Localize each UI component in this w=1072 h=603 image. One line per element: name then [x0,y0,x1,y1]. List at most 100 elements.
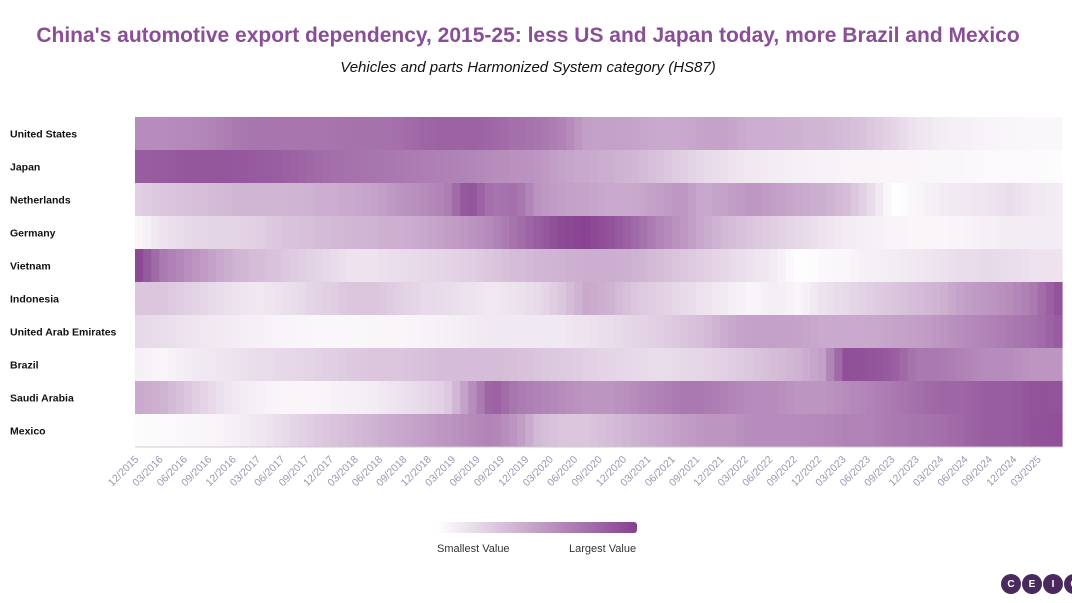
heatmap-cell [1053,381,1063,414]
heatmap-cell [679,117,689,150]
heatmap-cell [1005,381,1014,414]
heatmap-cell [265,150,274,183]
heatmap-cell [850,315,860,348]
heatmap-cell [826,150,835,183]
heatmap-cell [216,348,226,381]
heatmap-cell [248,315,258,348]
heatmap-cell [826,183,835,216]
heatmap-cell [191,150,201,183]
heatmap-cell [191,315,201,348]
heatmap-cell [411,249,421,282]
heatmap-cell [679,414,689,447]
heatmap-cell [476,216,486,249]
heatmap-cell [517,315,526,348]
heatmap-cell [435,216,445,249]
heatmap-cell [720,414,730,447]
heatmap-cell [468,117,478,150]
heatmap-cell [866,117,876,150]
heatmap-cell [525,216,535,249]
heatmap-cell [1013,348,1022,381]
heatmap-cell [500,282,510,315]
heatmap-cell [874,183,884,216]
heatmap-cell [273,414,282,447]
heatmap-cell [273,183,282,216]
heatmap-cell [622,249,632,282]
heatmap-cell [183,282,193,315]
heatmap-cell [793,414,803,447]
legend-min-label: Smallest Value [437,543,510,555]
heatmap-cell [598,150,608,183]
heatmap-cell [964,348,974,381]
heatmap-cell [891,414,900,447]
heatmap-cell [598,216,608,249]
heatmap-cell [191,216,201,249]
heatmap-cell [891,117,900,150]
heatmap-cell [256,348,266,381]
heatmap-cell [143,249,152,282]
heatmap-cell [923,117,933,150]
heatmap-cell [549,150,559,183]
heatmap-cell [809,414,819,447]
heatmap-cell [565,150,575,183]
heatmap-cell [712,150,722,183]
heatmap-cell [313,117,323,150]
heatmap-cell [183,315,193,348]
heatmap-cell [256,414,266,447]
heatmap-cell [753,282,762,315]
heatmap-cell [818,216,827,249]
heatmap-cell [444,414,453,447]
heatmap-cell [598,183,608,216]
heatmap-cell [874,216,884,249]
heatmap-cell [265,117,274,150]
heatmap-cell [557,414,567,447]
heatmap-cell [346,348,356,381]
heatmap-cell [297,216,307,249]
heatmap-cell [793,216,803,249]
heatmap-cell [427,348,437,381]
heatmap-cell [639,348,648,381]
heatmap-cell [696,282,705,315]
heatmap-cell [362,282,372,315]
heatmap-cell [1013,315,1022,348]
heatmap-cell [590,381,600,414]
heatmap-cell [696,216,705,249]
heatmap-cell [590,414,600,447]
legend-max-label: Largest Value [569,543,637,555]
heatmap-cell [525,282,535,315]
heatmap-cell [801,282,811,315]
heatmap-cell [972,315,982,348]
heatmap-cell [769,183,778,216]
heatmap-cell [801,216,811,249]
heatmap-cell [1053,216,1063,249]
heatmap-cell [598,348,608,381]
heatmap-cell [988,348,998,381]
heatmap-cell [777,282,787,315]
heatmap-cell [980,150,990,183]
heatmap-cell [297,249,307,282]
heatmap-cell [484,348,494,381]
heatmap-cell [761,315,770,348]
heatmap-cell [631,381,640,414]
heatmap-cell [435,414,445,447]
heatmap-cell [923,150,933,183]
heatmap-cell [777,315,787,348]
heatmap-cell [370,117,380,150]
heatmap-cell [988,216,998,249]
heatmap-cell [167,381,177,414]
heatmap-cell [200,414,209,447]
heatmap-cell [940,150,949,183]
heatmap-cell [289,183,299,216]
heatmap-cell [1029,381,1039,414]
heatmap-cell [818,183,827,216]
heatmap-cell [582,348,591,381]
heatmap-cell [240,183,250,216]
heatmap-cell [159,183,169,216]
heatmap-cell [541,381,551,414]
heatmap-cell [370,414,380,447]
heatmap-cell [1037,282,1047,315]
heatmap-cell [704,381,713,414]
heatmap-cell [427,216,437,249]
heatmap-cell [655,249,665,282]
heatmap-cell [143,348,152,381]
heatmap-cell [866,150,876,183]
